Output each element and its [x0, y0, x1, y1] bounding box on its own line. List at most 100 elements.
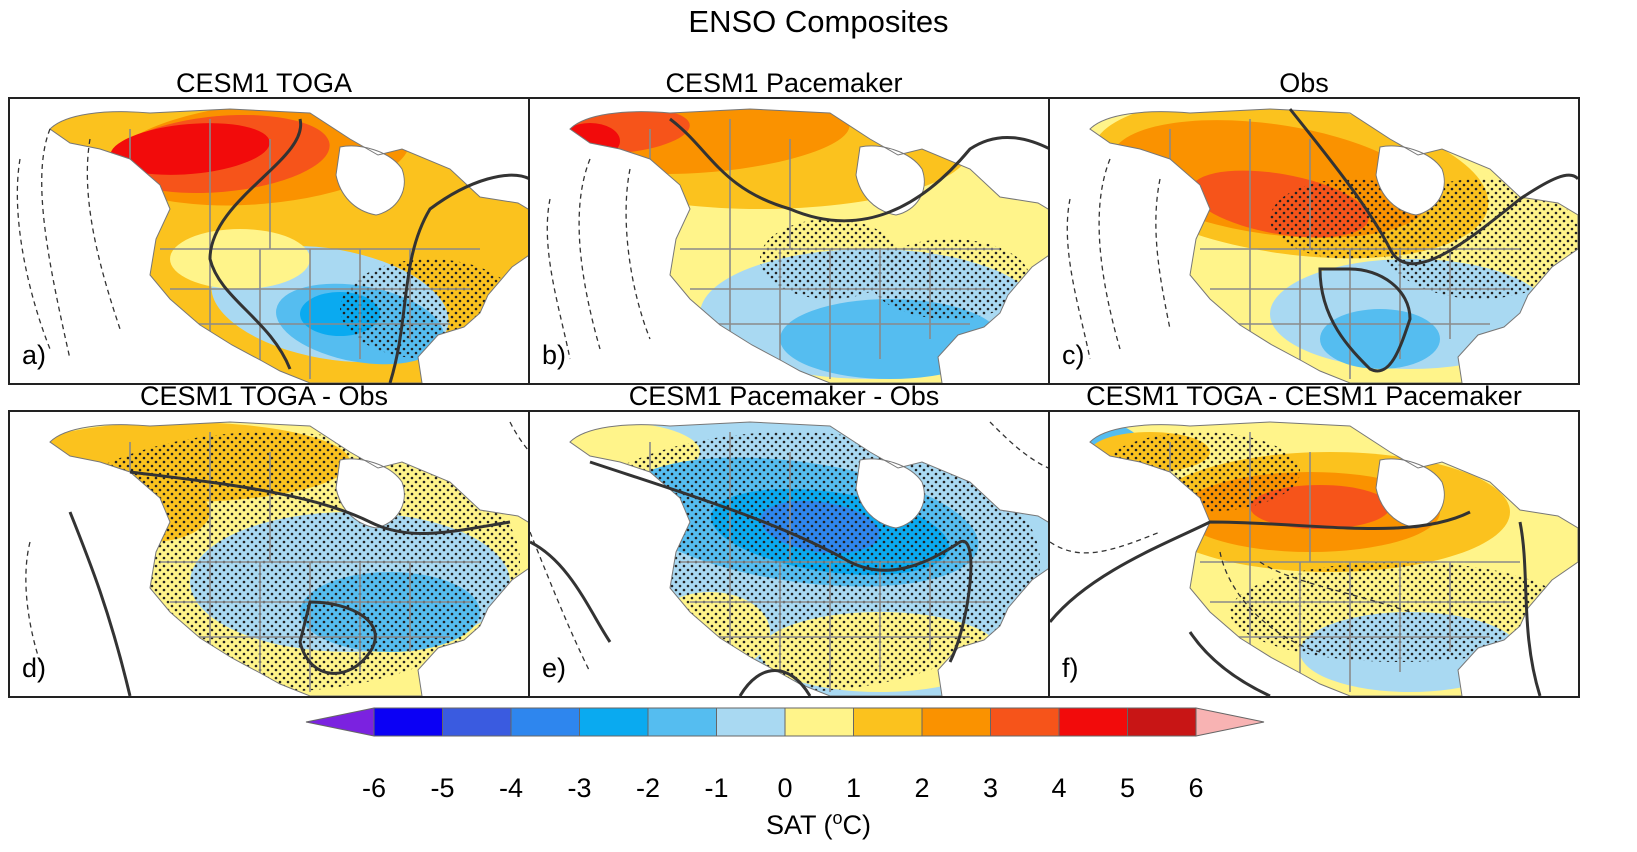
- map-c: [1066, 108, 1578, 383]
- panel-title-d: CESM1 TOGA - Obs: [139, 381, 389, 411]
- map-e: [530, 421, 1058, 696]
- map-border-f-2: [1210, 601, 1510, 638]
- map-border-d-1: [209, 562, 411, 692]
- panel-label-e: e): [542, 653, 567, 683]
- map-panel-f: f): [1048, 410, 1580, 698]
- colorbar-arrow-high: [1195, 707, 1265, 737]
- map-contour-neg-d-0: [25, 541, 41, 663]
- map-bay-d: [336, 458, 405, 528]
- panel-label-b: b): [542, 340, 567, 370]
- panel-label-f: f): [1062, 653, 1079, 683]
- colorbar-tick-9: 3: [982, 773, 999, 803]
- map-contour-zero-f-2: [1188, 631, 1271, 696]
- map-coast-f: [1089, 421, 1578, 696]
- map-contour-neg-a-2: [86, 138, 121, 330]
- colorbar-bin-5: [716, 707, 786, 737]
- map-borders-a: [129, 119, 480, 379]
- colorbar-tick-8: 2: [914, 773, 930, 803]
- map-contour-zero-c-0: [1288, 108, 1578, 266]
- map-contour-zero-e-2: [738, 669, 812, 696]
- colorbar-arrow-low: [305, 707, 375, 737]
- map-contour-neg-b-2: [625, 168, 651, 340]
- colorbar-bin-2: [510, 707, 580, 737]
- map-border-a-1: [209, 249, 411, 379]
- map-bay-coast-d: [335, 458, 405, 529]
- map-border-c-1: [1249, 249, 1451, 379]
- map-coast-e: [569, 421, 1058, 696]
- map-contour-zero-f-1: [1518, 521, 1542, 696]
- map-fill-d: [50, 422, 538, 696]
- map-border-b-1: [729, 249, 931, 379]
- map-anomaly-b-3: [570, 123, 620, 159]
- map-contour-zero-a-1: [388, 173, 531, 383]
- panel-title-b: CESM1 Pacemaker: [665, 68, 903, 98]
- panel-title-a: CESM1 TOGA: [175, 68, 353, 98]
- map-coast-d: [49, 421, 538, 696]
- colorbar-label-suffix: C): [842, 810, 872, 840]
- map-b: [546, 108, 1058, 383]
- colorbar-tick-3: -3: [567, 773, 592, 803]
- map-border-b-2: [690, 288, 990, 325]
- map-border-e-1: [729, 562, 931, 692]
- panel-label-a: a): [22, 340, 47, 370]
- colorbar-tick-4: -2: [635, 773, 661, 803]
- colorbar-label-degree: o: [832, 808, 843, 828]
- map-anomaly-a-3: [110, 123, 270, 175]
- map-anomaly-a-7: [170, 229, 310, 289]
- colorbar-tick-10: 4: [1051, 773, 1067, 803]
- map-borders-f: [1169, 432, 1520, 692]
- map-panel-a: a): [8, 97, 540, 385]
- map-coast-b: [569, 108, 1058, 383]
- map-bay-e: [856, 458, 925, 528]
- map-stipple-f-1: [1100, 432, 1300, 512]
- map-contour-neg-e-0: [530, 531, 591, 673]
- map-panel-c: c): [1048, 97, 1580, 385]
- map-bay-b: [856, 145, 925, 215]
- figure-title: ENSO Composites: [688, 4, 949, 39]
- map-stipple-b-1: [870, 239, 1030, 319]
- map-bay-coast-f: [1375, 458, 1445, 529]
- colorbar-tick-0: -6: [361, 773, 387, 803]
- colorbar: [305, 707, 1265, 737]
- map-borders-e: [649, 432, 1000, 692]
- map-border-c-2: [1210, 288, 1510, 325]
- map-contour-zero-f-0: [1050, 510, 1471, 623]
- map-bay-c: [1376, 145, 1445, 215]
- map-contour-neg-c-2: [1155, 178, 1171, 330]
- colorbar-tick-12: 6: [1188, 773, 1204, 803]
- colorbar-bin-4: [647, 707, 717, 737]
- map-contour-neg-b-1: [546, 198, 571, 360]
- map-contour-neg-f-2: [1259, 561, 1411, 613]
- map-border-f-1: [1249, 562, 1451, 692]
- panel-title-e: CESM1 Pacemaker - Obs: [628, 381, 940, 411]
- colorbar-tick-1: -5: [430, 773, 455, 803]
- map-panel-d: d): [8, 410, 540, 698]
- colorbar-tick-11: 5: [1119, 773, 1136, 803]
- colorbar-bin-1: [442, 707, 512, 737]
- colorbar-bin-6: [784, 707, 854, 737]
- map-d: [25, 421, 538, 696]
- colorbar-label: SAT (oC): [0, 808, 1637, 841]
- map-panel-b: b): [528, 97, 1060, 385]
- map-a: [16, 108, 538, 383]
- map-contour-neg-f-1: [1219, 551, 1321, 653]
- colorbar-tick-6: 0: [777, 773, 793, 803]
- map-border-a-2: [170, 288, 470, 325]
- map-contour-neg-c-0: [1098, 158, 1121, 350]
- map-contour-zero-d-0: [129, 470, 511, 535]
- panel-label-d: d): [22, 653, 47, 683]
- panel-title-f: CESM1 TOGA - CESM1 Pacemaker: [1086, 381, 1522, 411]
- colorbar-bin-11: [1127, 707, 1197, 737]
- colorbar-bin-8: [921, 707, 991, 737]
- colorbar-label-prefix: SAT (: [765, 810, 833, 840]
- map-contour-zero-b-0: [669, 117, 1051, 223]
- colorbar-bin-3: [579, 707, 649, 737]
- map-contour-zero-c-1: [1318, 267, 1412, 373]
- colorbar-bin-0: [373, 707, 443, 737]
- map-contour-zero-e-1: [530, 540, 612, 643]
- colorbar-tick-2: -4: [498, 773, 524, 803]
- colorbar-bin-10: [1058, 707, 1128, 737]
- panel-title-c: Obs: [1279, 68, 1329, 98]
- map-bay-f: [1376, 458, 1445, 528]
